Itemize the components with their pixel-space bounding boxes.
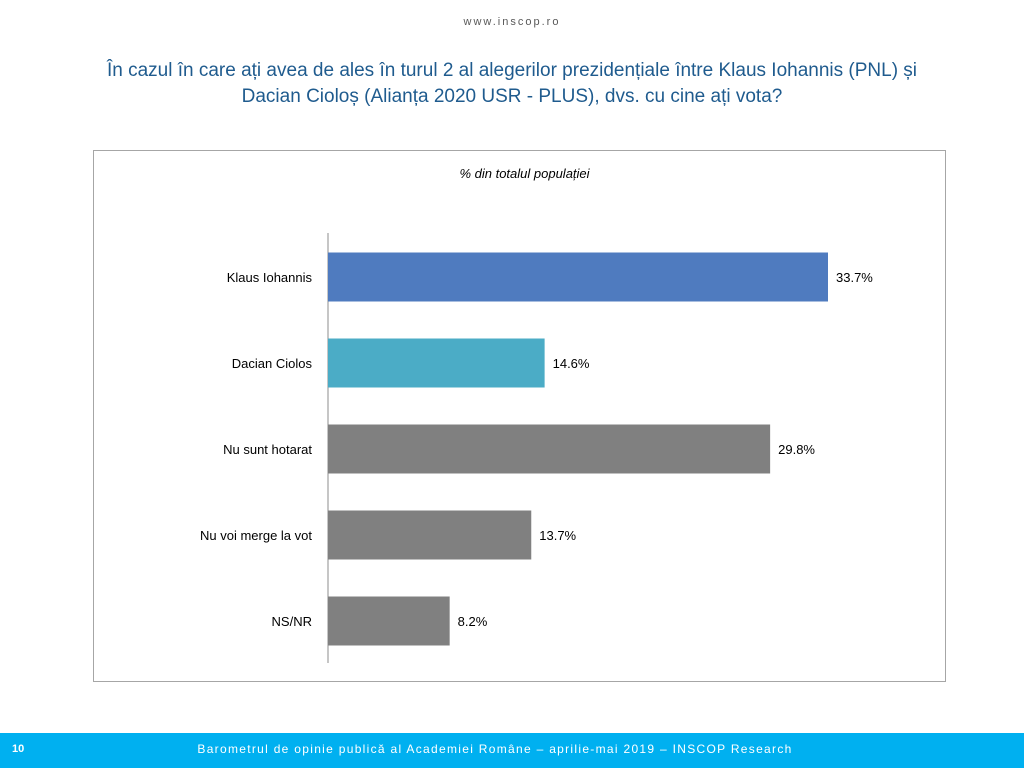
value-label-4: 8.2% bbox=[458, 614, 488, 629]
bar-chart: % din totalul populației Klaus Iohannis 33… bbox=[200, 166, 873, 663]
page-number: 10 bbox=[12, 743, 25, 755]
slide-title-line-2: Dacian Cioloș (Alianța 2020 USR - PLUS),… bbox=[241, 86, 783, 107]
category-label-2: Nu sunt hotarat bbox=[223, 442, 312, 457]
value-label-3: 13.7% bbox=[539, 528, 576, 543]
category-label-1: Dacian Ciolos bbox=[232, 356, 313, 371]
bar-0 bbox=[328, 252, 828, 302]
footer-bar: 10 Barometrul de opinie publică al Acade… bbox=[0, 733, 1024, 768]
bar-4 bbox=[328, 596, 450, 646]
bar-1 bbox=[328, 338, 545, 388]
value-label-0: 33.7% bbox=[836, 270, 873, 285]
chart-title: % din totalul populației bbox=[459, 166, 590, 181]
footer-text: Barometrul de opinie publică al Academie… bbox=[197, 742, 793, 756]
category-label-0: Klaus Iohannis bbox=[227, 270, 313, 285]
slide-title-line-1: În cazul în care ați avea de ales în tur… bbox=[106, 60, 918, 81]
bar-2 bbox=[328, 424, 771, 474]
category-label-3: Nu voi merge la vot bbox=[200, 528, 312, 543]
category-label-4: NS/NR bbox=[272, 614, 312, 629]
chart-frame: % din totalul populației Klaus Iohannis 33… bbox=[93, 150, 946, 682]
value-label-2: 29.8% bbox=[778, 442, 815, 457]
slide-title: În cazul în care ați avea de ales în tur… bbox=[60, 58, 964, 110]
site-url: www.inscop.ro bbox=[463, 16, 561, 28]
value-label-1: 14.6% bbox=[553, 356, 590, 371]
bar-3 bbox=[328, 510, 532, 560]
